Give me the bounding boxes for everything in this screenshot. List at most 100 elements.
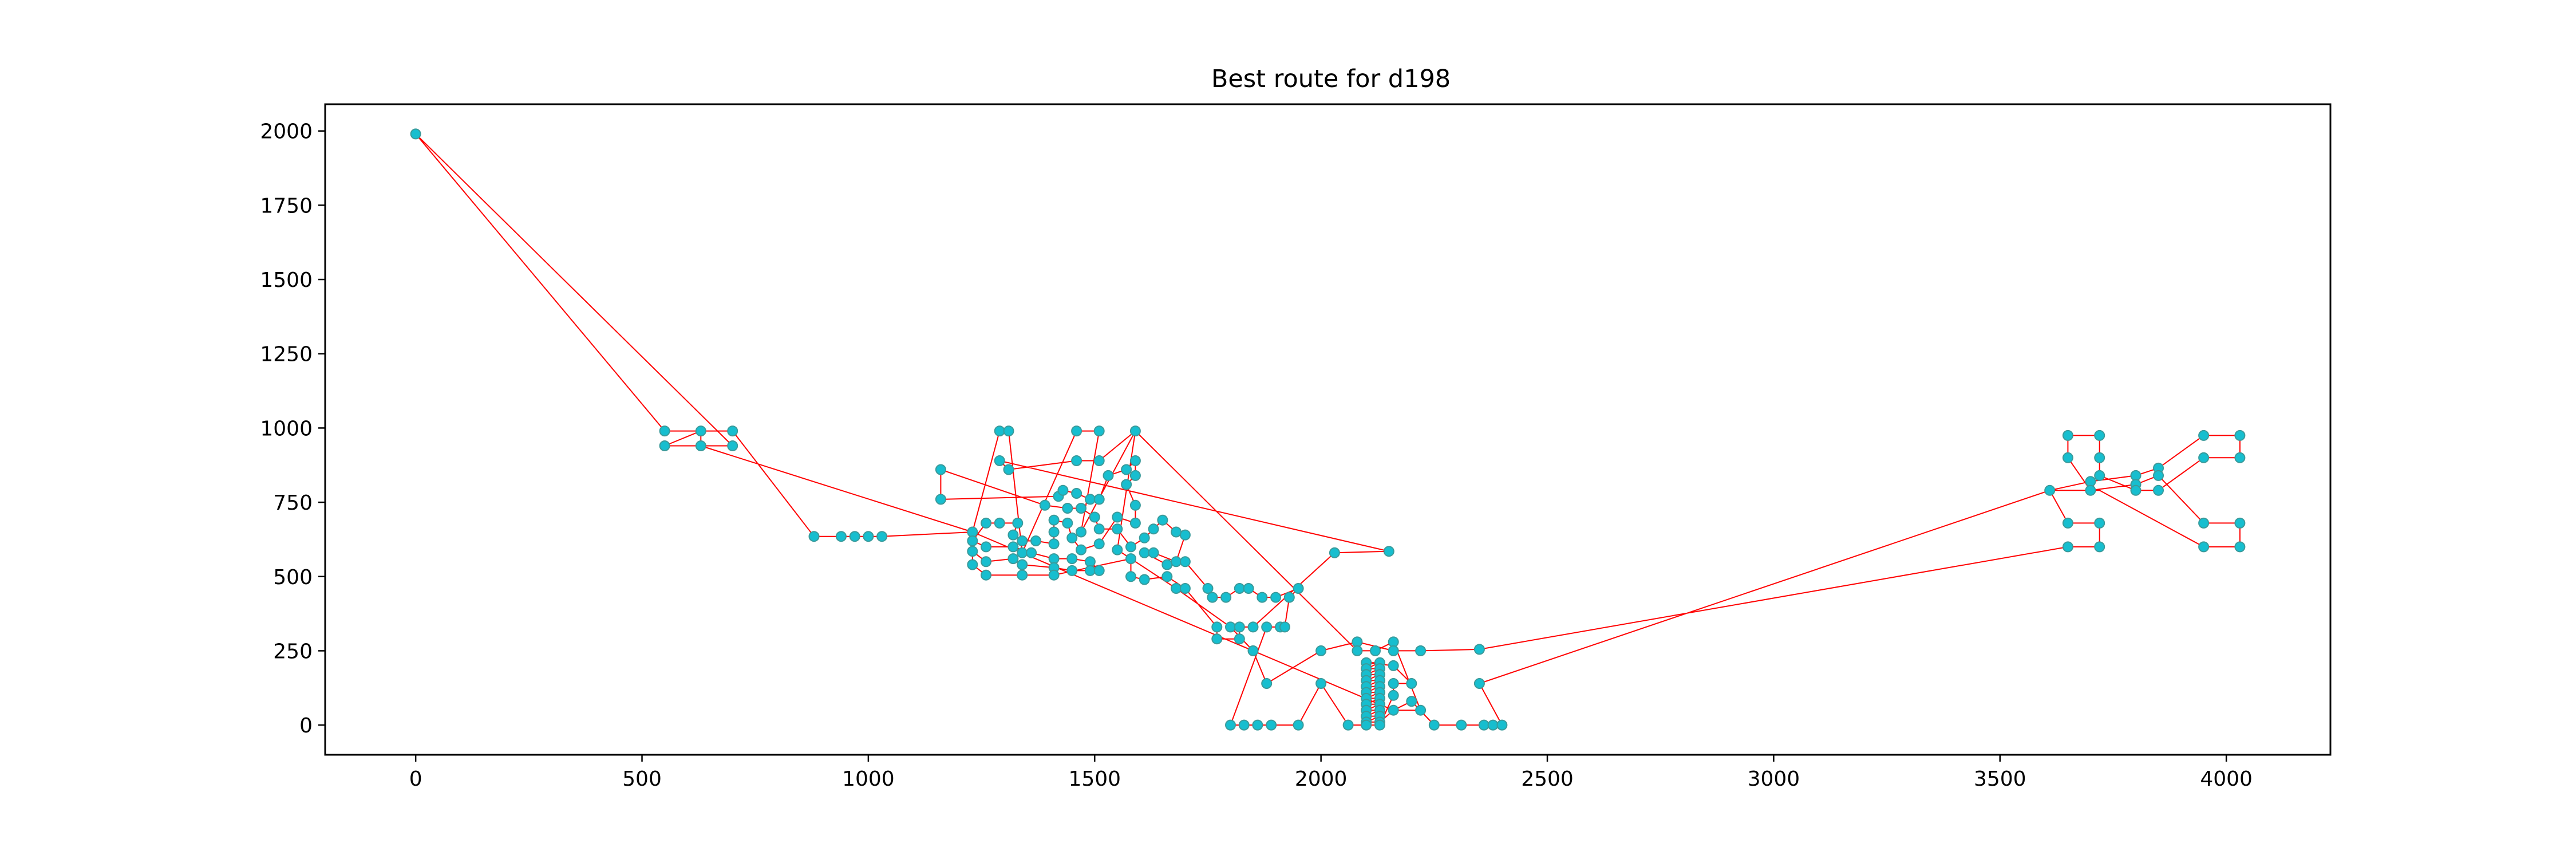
- city-point: [1125, 571, 1136, 582]
- city-point: [1062, 503, 1073, 514]
- city-point: [1179, 583, 1191, 594]
- city-point: [1112, 544, 1123, 555]
- city-point: [2094, 541, 2105, 553]
- city-point: [1129, 499, 1141, 511]
- x-tick-label: 500: [622, 767, 662, 791]
- city-point: [1066, 532, 1078, 543]
- city-point: [1048, 569, 1060, 581]
- y-tick-label: 1250: [260, 343, 313, 367]
- city-point: [1478, 719, 1490, 731]
- city-point: [2198, 541, 2210, 553]
- city-point: [1179, 556, 1191, 568]
- city-point: [1388, 704, 1399, 716]
- city-point: [2130, 470, 2142, 481]
- city-point: [1225, 621, 1236, 633]
- city-point: [2094, 452, 2105, 463]
- city-point: [1283, 592, 1295, 603]
- city-point: [1388, 636, 1399, 648]
- y-tick-label: 1500: [260, 269, 313, 292]
- city-point: [1017, 569, 1028, 581]
- city-point: [1207, 592, 1218, 603]
- city-point: [1352, 636, 1363, 648]
- city-point: [1487, 719, 1499, 731]
- city-point: [981, 569, 991, 581]
- city-point: [1071, 488, 1082, 499]
- city-point: [1361, 719, 1372, 731]
- city-point: [994, 455, 1005, 466]
- city-point: [1071, 455, 1082, 466]
- y-tick-label: 0: [299, 714, 313, 738]
- city-point: [1103, 470, 1114, 481]
- city-point: [2094, 470, 2105, 481]
- city-point: [1089, 511, 1100, 523]
- city-point: [1247, 621, 1259, 633]
- city-point: [1270, 592, 1282, 603]
- city-point: [1456, 719, 1467, 731]
- city-point: [1017, 535, 1028, 546]
- city-point: [1048, 538, 1060, 550]
- city-point: [695, 425, 706, 437]
- city-point: [1238, 719, 1250, 731]
- axes-frame: [324, 103, 2332, 756]
- y-tick-label: 250: [273, 640, 313, 663]
- city-point: [1008, 529, 1019, 541]
- x-tick-label: 2000: [1295, 767, 1348, 791]
- city-point: [1171, 526, 1182, 538]
- city-point: [1093, 565, 1105, 576]
- y-tick-label: 750: [273, 491, 313, 515]
- city-point: [981, 556, 991, 568]
- x-tick-label: 3000: [1748, 767, 1800, 791]
- city-point: [1211, 621, 1223, 633]
- city-point: [1161, 571, 1173, 582]
- city-point: [967, 535, 978, 546]
- city-point: [1026, 547, 1037, 558]
- city-point: [1048, 553, 1060, 565]
- city-point: [1202, 583, 1214, 594]
- city-point: [1003, 425, 1014, 437]
- city-point: [1066, 565, 1078, 576]
- city-point: [2198, 517, 2210, 529]
- city-point: [863, 531, 874, 542]
- city-point: [2234, 452, 2246, 463]
- city-point: [849, 531, 860, 542]
- city-point: [2062, 452, 2073, 463]
- city-point: [1342, 719, 1354, 731]
- city-point: [1017, 559, 1028, 570]
- city-point: [1148, 523, 1159, 535]
- city-point: [1315, 645, 1327, 656]
- city-point: [1084, 494, 1096, 505]
- city-point: [1121, 464, 1132, 475]
- city-point: [1048, 526, 1060, 538]
- city-point: [1161, 559, 1173, 570]
- city-point: [967, 559, 978, 570]
- city-point: [1012, 517, 1024, 529]
- x-tick-label: 0: [409, 767, 422, 791]
- city-point: [1093, 455, 1105, 466]
- city-point: [1003, 464, 1014, 475]
- city-point: [1473, 644, 1485, 655]
- city-point: [2234, 541, 2246, 553]
- city-point: [1261, 678, 1273, 689]
- city-point: [1179, 529, 1191, 541]
- city-point: [1121, 479, 1132, 490]
- x-tick-label: 4000: [2200, 767, 2253, 791]
- city-point: [1315, 678, 1327, 689]
- city-point: [1279, 621, 1290, 633]
- city-point: [994, 517, 1005, 529]
- city-point: [1415, 704, 1427, 716]
- city-point: [2153, 484, 2164, 496]
- city-point: [1329, 547, 1340, 558]
- city-point: [1234, 621, 1245, 633]
- y-tick-label: 500: [273, 566, 313, 589]
- city-point: [1017, 547, 1028, 558]
- ticks-layer: 0 500 1000 1500 2000 2500 3000 3500 4000 0 250 500 7…: [260, 120, 2253, 791]
- city-point: [1071, 425, 1082, 437]
- city-point: [2094, 430, 2105, 441]
- city-point: [1388, 660, 1399, 671]
- city-point: [659, 425, 670, 437]
- city-point: [1388, 678, 1399, 689]
- city-point: [1057, 484, 1069, 496]
- city-point: [1293, 583, 1304, 594]
- city-point: [1076, 526, 1086, 538]
